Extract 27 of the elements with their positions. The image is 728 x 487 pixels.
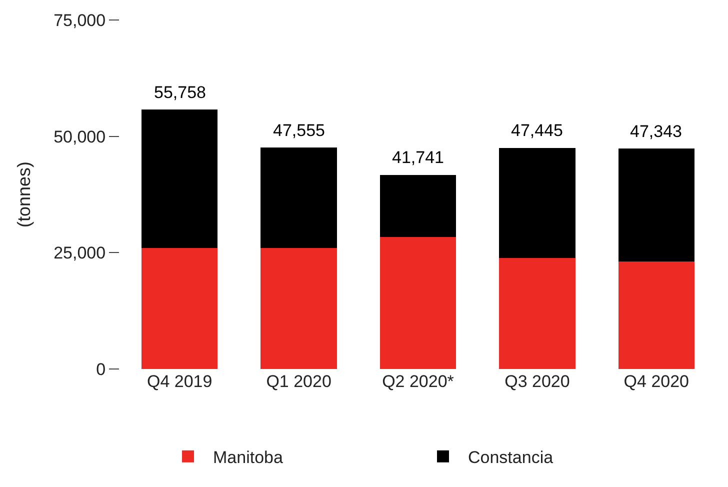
x-tick-label: Q3 2020 xyxy=(504,372,570,391)
total-label: 47,555 xyxy=(273,121,325,140)
bar xyxy=(380,174,456,237)
x-tick-label: Q4 2019 xyxy=(146,372,212,391)
total-label: 55,758 xyxy=(154,83,206,102)
bar xyxy=(499,148,576,258)
total-label: 41,741 xyxy=(392,148,444,167)
total-label: 47,445 xyxy=(511,121,563,140)
legend-label: Manitoba xyxy=(213,448,284,467)
bar xyxy=(380,236,456,369)
x-tick-label: Q1 2020 xyxy=(266,372,332,391)
y-tick-label: 50,000 xyxy=(54,127,106,146)
bar xyxy=(618,262,695,369)
bar xyxy=(141,110,218,248)
y-tick-label: 25,000 xyxy=(54,244,106,263)
bar xyxy=(618,148,695,262)
y-axis-title: (tonnes) xyxy=(14,161,34,228)
y-tick-label: 0 xyxy=(96,360,106,379)
x-tick-label: Q4 2020 xyxy=(624,372,690,391)
bar xyxy=(260,248,337,369)
bar xyxy=(499,258,576,369)
bar xyxy=(260,148,337,248)
bar xyxy=(141,248,218,369)
total-label: 47,343 xyxy=(630,122,682,141)
x-tick-label: Q2 2020* xyxy=(382,372,454,391)
y-tick-label: 75,000 xyxy=(54,10,106,30)
legend-label: Constancia xyxy=(468,448,554,467)
